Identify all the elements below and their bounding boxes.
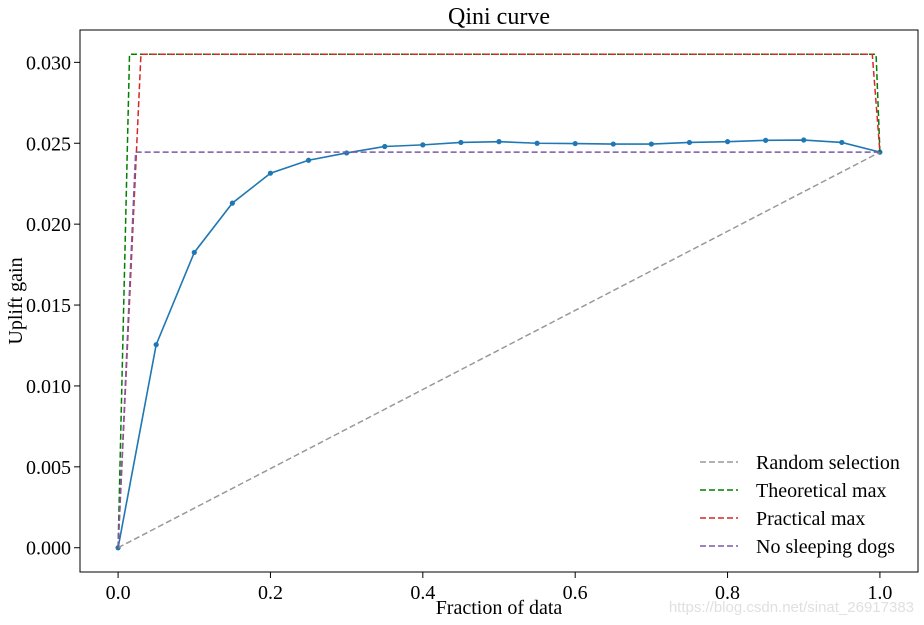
x-tick-label: 0.6 bbox=[563, 582, 588, 604]
data-point bbox=[572, 140, 578, 147]
data-point bbox=[229, 200, 235, 206]
x-tick-label: 1.0 bbox=[867, 582, 892, 604]
data-point bbox=[344, 150, 350, 156]
legend-label: Practical max bbox=[756, 508, 865, 530]
series-line-no-sleeping-dogs bbox=[117, 151, 880, 548]
data-point bbox=[305, 157, 312, 163]
data-point bbox=[267, 170, 274, 176]
legend-label: Random selection bbox=[756, 452, 900, 474]
y-tick-label: 0.020 bbox=[26, 214, 71, 236]
x-tick-label: 0.4 bbox=[410, 582, 435, 604]
data-point bbox=[801, 137, 807, 143]
y-axis-label: Uplift gain bbox=[5, 257, 27, 344]
x-axis-label: Fraction of data bbox=[436, 597, 563, 619]
data-point bbox=[382, 143, 388, 150]
plot-area bbox=[79, 29, 919, 573]
data-point bbox=[420, 142, 426, 148]
data-point bbox=[686, 139, 693, 146]
data-point bbox=[496, 139, 502, 145]
x-tick-label: 0.0 bbox=[106, 582, 131, 604]
legend: Random selection Theoretical max Practical… bbox=[700, 452, 900, 558]
data-point bbox=[153, 342, 159, 348]
legend-label: Theoretical max bbox=[756, 480, 887, 502]
x-tick-label: 0.2 bbox=[258, 582, 283, 604]
chart-title: Qini curve bbox=[448, 4, 550, 30]
y-tick-label: 0.010 bbox=[26, 376, 71, 398]
data-point bbox=[534, 140, 540, 146]
data-point bbox=[839, 139, 845, 146]
y-axis: 0.000 0.005 0.010 0.015 0.020 0.025 0.030 bbox=[26, 52, 80, 560]
y-tick-label: 0.030 bbox=[26, 52, 71, 74]
watermark-text: https://blog.csdn.net/sinat_26917383 bbox=[669, 599, 914, 616]
y-tick-label: 0.005 bbox=[26, 457, 71, 479]
legend-label: No sleeping dogs bbox=[756, 536, 895, 558]
y-tick-label: 0.000 bbox=[26, 538, 71, 560]
data-point bbox=[648, 141, 654, 147]
series-layer bbox=[115, 53, 883, 551]
data-point bbox=[610, 141, 616, 147]
series-line-random-selection bbox=[117, 151, 881, 549]
data-point bbox=[458, 139, 464, 146]
data-point bbox=[763, 137, 769, 143]
x-tick-label: 0.8 bbox=[715, 582, 740, 604]
data-point bbox=[724, 139, 731, 145]
data-point bbox=[191, 249, 197, 256]
x-axis: 0.0 0.2 0.4 0.6 0.8 1.0 bbox=[106, 572, 892, 604]
y-tick-label: 0.025 bbox=[26, 133, 71, 155]
y-tick-label: 0.015 bbox=[26, 295, 71, 317]
